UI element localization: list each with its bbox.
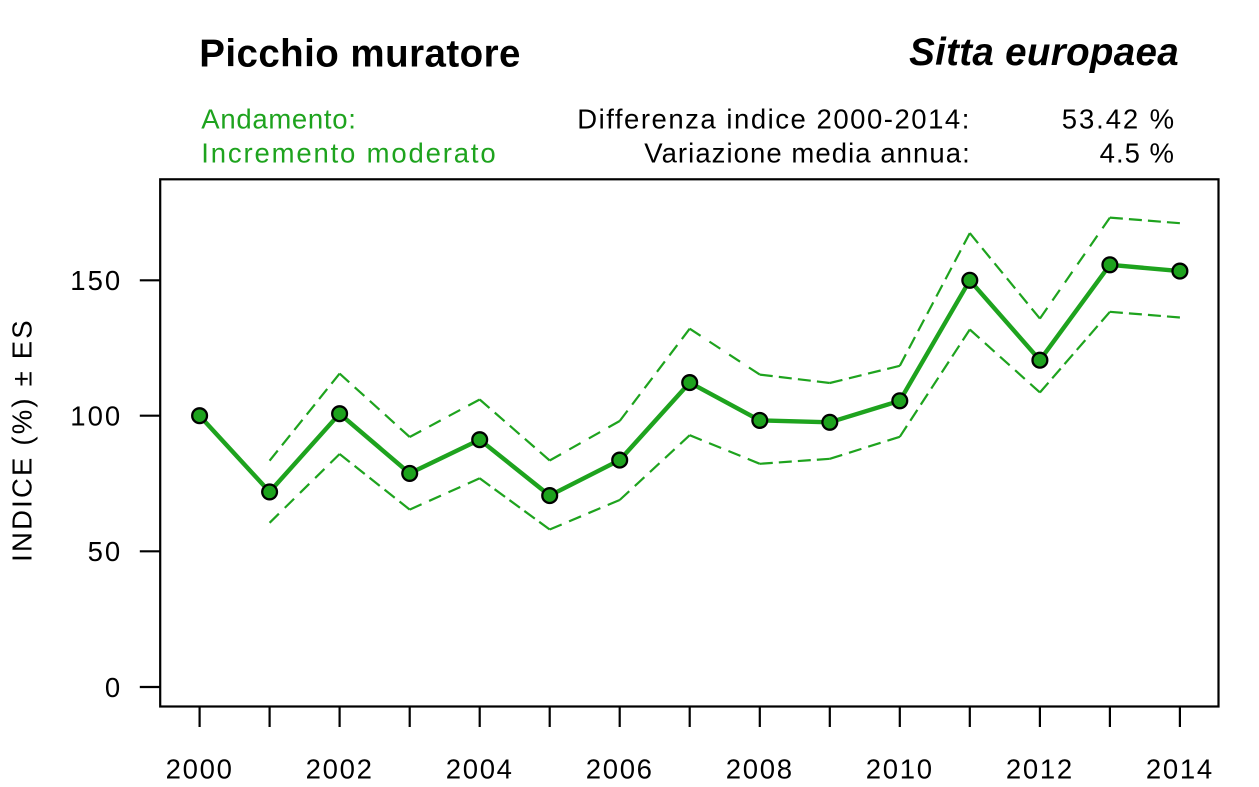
svg-text:2012: 2012	[1006, 754, 1074, 785]
svg-text:4.5 %: 4.5 %	[1100, 138, 1175, 169]
svg-text:Andamento:: Andamento:	[201, 103, 356, 134]
svg-text:2014: 2014	[1146, 754, 1214, 785]
svg-text:2006: 2006	[586, 754, 654, 785]
svg-text:150: 150	[70, 265, 122, 296]
svg-text:2008: 2008	[726, 754, 794, 785]
svg-text:2000: 2000	[166, 754, 234, 785]
svg-text:Variazione media annua:: Variazione media annua:	[644, 138, 971, 169]
svg-text:Incremento moderato: Incremento moderato	[201, 138, 497, 169]
svg-text:2010: 2010	[866, 754, 934, 785]
svg-text:53.42 %: 53.42 %	[1062, 103, 1176, 134]
svg-text:100: 100	[70, 401, 122, 432]
svg-text:2002: 2002	[306, 754, 374, 785]
svg-text:Picchio muratore: Picchio muratore	[199, 33, 521, 76]
svg-text:Sitta europaea: Sitta europaea	[909, 31, 1179, 74]
svg-text:2004: 2004	[446, 754, 514, 785]
svg-text:Differenza indice 2000-2014:: Differenza indice 2000-2014:	[577, 103, 971, 134]
svg-text:0: 0	[105, 672, 122, 703]
svg-text:50: 50	[88, 536, 123, 567]
svg-text:INDICE (%) ± ES: INDICE (%) ± ES	[7, 318, 38, 562]
